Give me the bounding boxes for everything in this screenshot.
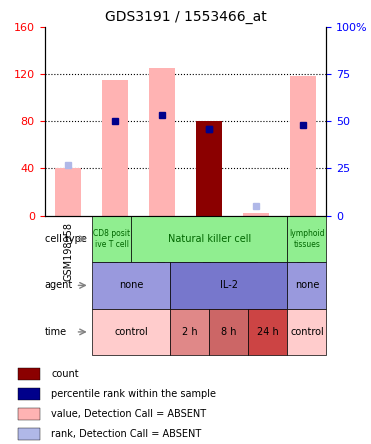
Bar: [102, 80, 128, 216]
Bar: [18, 408, 40, 420]
FancyBboxPatch shape: [131, 216, 288, 262]
Text: agent: agent: [45, 280, 73, 290]
Text: none: none: [295, 280, 319, 290]
Text: none: none: [119, 280, 144, 290]
Text: count: count: [51, 369, 79, 379]
Text: value, Detection Call = ABSENT: value, Detection Call = ABSENT: [51, 409, 206, 419]
Text: lymphoid
tissues: lymphoid tissues: [289, 229, 325, 249]
FancyBboxPatch shape: [92, 216, 131, 262]
Text: control: control: [115, 327, 148, 337]
Bar: [290, 76, 316, 216]
FancyBboxPatch shape: [288, 262, 326, 309]
Text: 2 h: 2 h: [182, 327, 198, 337]
FancyBboxPatch shape: [249, 309, 288, 355]
FancyBboxPatch shape: [170, 309, 210, 355]
Text: rank, Detection Call = ABSENT: rank, Detection Call = ABSENT: [51, 429, 201, 439]
FancyBboxPatch shape: [288, 309, 326, 355]
FancyBboxPatch shape: [288, 216, 326, 262]
Text: 24 h: 24 h: [257, 327, 279, 337]
Bar: [18, 388, 40, 400]
Text: control: control: [290, 327, 324, 337]
Text: cell type: cell type: [45, 234, 86, 244]
Bar: [55, 168, 81, 216]
Bar: [196, 121, 222, 216]
FancyBboxPatch shape: [92, 262, 170, 309]
Text: 8 h: 8 h: [221, 327, 237, 337]
Bar: [18, 368, 40, 381]
Text: IL-2: IL-2: [220, 280, 238, 290]
FancyBboxPatch shape: [170, 262, 288, 309]
Text: percentile rank within the sample: percentile rank within the sample: [51, 389, 216, 399]
Bar: [18, 428, 40, 440]
FancyBboxPatch shape: [210, 309, 249, 355]
Title: GDS3191 / 1553466_at: GDS3191 / 1553466_at: [105, 10, 266, 24]
Bar: [243, 213, 269, 216]
Bar: [149, 68, 175, 216]
Text: time: time: [45, 327, 67, 337]
Text: Natural killer cell: Natural killer cell: [168, 234, 251, 244]
Text: CD8 posit
ive T cell: CD8 posit ive T cell: [93, 229, 131, 249]
FancyBboxPatch shape: [92, 309, 170, 355]
Bar: [196, 121, 222, 216]
